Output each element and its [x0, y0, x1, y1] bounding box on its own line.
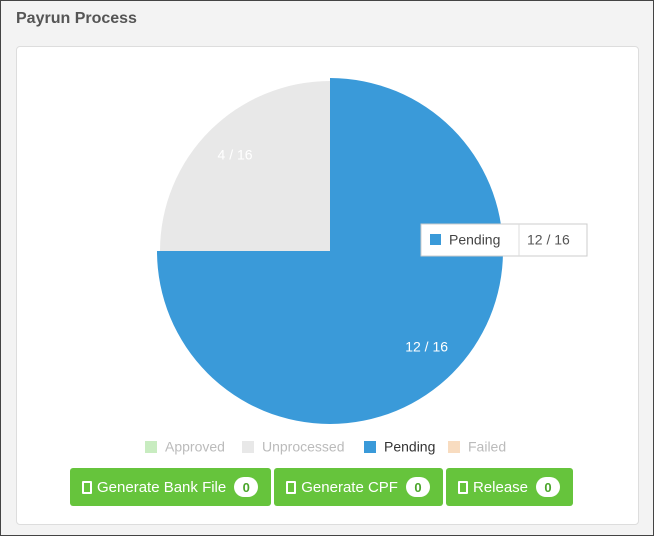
legend-swatch: [242, 441, 254, 453]
pie-slice: [160, 81, 330, 251]
pie-slice: [157, 78, 503, 424]
tooltip-box: [420, 223, 588, 257]
legend-label: Pending: [384, 439, 435, 455]
legend-swatch: [448, 441, 460, 453]
button-label: Generate CPF: [301, 478, 398, 496]
slice-label: 4 / 16: [218, 147, 253, 163]
button-icon: [82, 480, 92, 494]
button-icon: [457, 480, 468, 494]
legend-label: Failed: [468, 439, 506, 455]
tooltip-series: Pending: [449, 232, 500, 248]
slice-label: 12 / 16: [405, 338, 448, 354]
tooltip-swatch: [430, 234, 441, 245]
count-badge: 0: [234, 477, 259, 497]
legend-label: Approved: [165, 439, 225, 455]
count-badge: 0: [536, 477, 561, 497]
panel: 4 / 16 12 / 16 Approved Unprocessed Pending F…: [16, 46, 639, 525]
chart: 4 / 16 12 / 16 Approved Unprocessed Pending F…: [145, 78, 588, 455]
action-button[interactable]: Generate CPF 0: [274, 468, 443, 506]
action-button[interactable]: Generate Bank File 0: [70, 468, 272, 506]
legend-swatch: [364, 441, 376, 453]
button-label: Generate Bank File: [97, 478, 227, 496]
button-icon: [286, 480, 297, 494]
legend-swatch: [145, 441, 157, 453]
button-bar: Generate Bank File 0 Generate CPF 0 Release 0: [70, 468, 574, 506]
tooltip-value: 12 / 16: [527, 232, 570, 248]
legend-label: Unprocessed: [262, 439, 345, 455]
count-badge: 0: [405, 477, 430, 497]
action-button[interactable]: Release 0: [445, 468, 574, 506]
widget-title: Payrun Process: [16, 10, 137, 27]
button-label: Release: [472, 478, 529, 496]
tooltip: Pending 12 / 16: [420, 223, 588, 257]
